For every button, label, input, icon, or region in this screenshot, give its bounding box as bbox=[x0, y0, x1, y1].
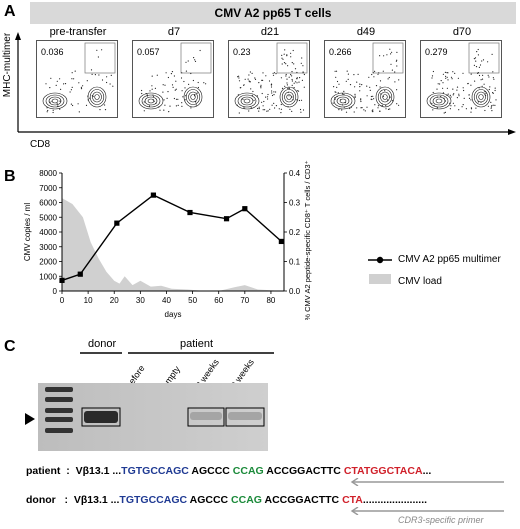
seq-patient-blue: TGTGCCAGC bbox=[121, 465, 189, 477]
multimer-point bbox=[114, 220, 120, 226]
seq-patient-sep: : bbox=[66, 465, 70, 477]
multimer-point bbox=[59, 277, 65, 283]
primer-label: CDR3-specific primer bbox=[398, 515, 484, 525]
panel-a-letter: A bbox=[4, 3, 16, 20]
flow-plot-title: d70 bbox=[452, 26, 472, 38]
multimer-point bbox=[242, 206, 248, 212]
flow-plot-title: d7 bbox=[167, 26, 181, 38]
seq-donor-blue: TGTGCCAGC bbox=[119, 494, 188, 506]
seq-donor-label: donor bbox=[26, 494, 56, 506]
seq-donor-red: CTA bbox=[342, 494, 363, 506]
gel-image bbox=[38, 383, 268, 451]
multimer-point bbox=[278, 238, 284, 245]
y-tick-label: 8000 bbox=[39, 169, 57, 178]
legend-swatches bbox=[368, 256, 392, 284]
primer-arrow-1 bbox=[350, 478, 504, 486]
y-tick-label: 4000 bbox=[39, 228, 57, 237]
sequence-patient: patient : Vβ13.1 ...TGTGCCAGC AGCCC CCAG… bbox=[26, 465, 431, 477]
x-tick-label: 60 bbox=[214, 296, 223, 305]
y2-tick-label: 0.1 bbox=[289, 258, 301, 267]
series-multimer-line bbox=[61, 194, 282, 282]
flow-plot-value: 0.036 bbox=[41, 47, 64, 57]
y-tick-label: 1000 bbox=[39, 272, 57, 281]
panel-b-chart: 0 1000 2000 3000 4000 5000 6000 7000 8000 0.0 0.1 0… bbox=[23, 160, 312, 320]
multimer-point bbox=[223, 216, 230, 222]
x-tick-label: 0 bbox=[60, 296, 65, 305]
patient-header: patient bbox=[180, 338, 214, 350]
seq-patient-green: CCAG bbox=[232, 465, 264, 477]
legend-multimer-marker bbox=[376, 256, 384, 264]
group-lines bbox=[80, 352, 274, 354]
y2-tick-label: 0.2 bbox=[289, 228, 301, 237]
seq-donor-vb: Vβ13.1 bbox=[73, 494, 108, 506]
seq-donor-black1: AGCCC bbox=[187, 494, 232, 506]
legend-load-label: CMV load bbox=[398, 276, 442, 287]
panel-a-axes bbox=[15, 32, 516, 135]
multimer-point bbox=[77, 271, 83, 277]
y-tick-label: 0 bbox=[53, 287, 58, 296]
seq-patient-label: patient bbox=[26, 465, 61, 477]
seq-patient-vb: Vβ13.1 bbox=[75, 465, 110, 477]
panel-a-xlabel: CD8 bbox=[30, 139, 51, 150]
legend-multimer-label: CMV A2 pp65 multimer bbox=[398, 254, 501, 265]
multimer-point bbox=[187, 209, 193, 216]
flow-plot-value: 0.23 bbox=[233, 47, 251, 57]
flow-plot: 0.266 bbox=[324, 40, 406, 118]
multimer-point bbox=[150, 192, 157, 198]
flow-plot-value: 0.266 bbox=[329, 47, 352, 57]
x-tick-label: 10 bbox=[84, 296, 93, 305]
y-tick-label: 7000 bbox=[39, 184, 57, 193]
flow-plot: 0.036 bbox=[36, 40, 118, 118]
flow-plot: 0.23 bbox=[228, 40, 310, 118]
x-tick-label: 80 bbox=[266, 296, 275, 305]
seq-donor-tail: ...................... bbox=[362, 494, 428, 506]
x-tick-label: 20 bbox=[110, 296, 119, 305]
series-cmv-load-area bbox=[62, 198, 282, 291]
flow-plot-value: 0.279 bbox=[425, 47, 448, 57]
seq-patient-black1: AGCCC bbox=[188, 465, 233, 477]
band-arrow-icon bbox=[25, 413, 35, 425]
y2-tick-label: 0.4 bbox=[289, 169, 301, 178]
legend-load-swatch bbox=[369, 274, 391, 284]
y-tick-label: 3000 bbox=[39, 243, 57, 252]
panel-b-letter: B bbox=[4, 168, 16, 185]
y2-axis-label: % CMV A2 peptide-specific CD8⁺ T cells /… bbox=[303, 160, 312, 320]
seq-patient-black2: ACCGGACTTC bbox=[263, 465, 344, 477]
x-tick-label: 40 bbox=[162, 296, 171, 305]
seq-patient-tail: ... bbox=[422, 465, 432, 477]
panel-c-letter: C bbox=[4, 338, 16, 355]
y-tick-label: 5000 bbox=[39, 213, 57, 222]
y-tick-label: 2000 bbox=[39, 258, 57, 267]
seq-patient-dots: ... bbox=[112, 465, 122, 477]
seq-donor-sep: : bbox=[64, 494, 69, 506]
seq-donor-green: CCAG bbox=[231, 494, 262, 506]
flow-plot-title: pre-transfer bbox=[49, 26, 107, 38]
panel-a-ylabel: MHC-multimer bbox=[2, 32, 13, 98]
flow-plot: 0.279 bbox=[420, 40, 502, 118]
x-axis-label: days bbox=[165, 310, 182, 319]
x-tick-label: 70 bbox=[240, 296, 249, 305]
sequence-donor: donor : Vβ13.1 ...TGTGCCAGC AGCCC CCAG A… bbox=[26, 494, 427, 506]
donor-header: donor bbox=[88, 338, 117, 350]
panel-a-banner: CMV A2 pp65 T cells bbox=[30, 2, 516, 24]
primer-arrow-2 bbox=[350, 507, 504, 515]
flow-plot-value: 0.057 bbox=[137, 47, 160, 57]
flow-plot-title: d49 bbox=[356, 26, 376, 38]
seq-patient-red: CTATGGCTACA bbox=[343, 465, 423, 477]
y-axis-label: CMV copies / ml bbox=[23, 203, 32, 261]
flow-plot-title: d21 bbox=[260, 26, 280, 38]
x-tick-label: 50 bbox=[188, 296, 197, 305]
y2-tick-label: 0.3 bbox=[289, 199, 301, 208]
x-tick-label: 30 bbox=[136, 296, 145, 305]
y-tick-label: 6000 bbox=[39, 199, 57, 208]
y2-tick-label: 0.0 bbox=[289, 287, 301, 296]
seq-donor-black2: ACCGGACTTC bbox=[261, 494, 343, 506]
seq-donor-dots: ... bbox=[110, 494, 120, 506]
flow-plot: 0.057 bbox=[132, 40, 214, 118]
